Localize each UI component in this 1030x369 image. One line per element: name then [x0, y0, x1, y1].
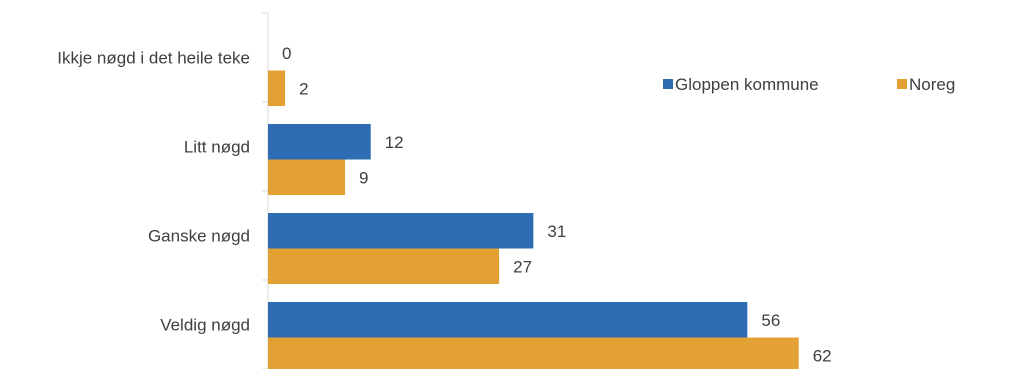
data-label: 0	[282, 44, 291, 63]
legend-label-noreg: Noreg	[909, 75, 955, 94]
bar-gloppen	[268, 124, 371, 160]
axis-layer	[262, 12, 269, 369]
data-label: 12	[385, 133, 404, 152]
bar-gloppen	[268, 302, 748, 338]
bar-noreg	[268, 337, 799, 369]
category-label: Litt nøgd	[184, 138, 250, 157]
bar-noreg	[268, 248, 500, 284]
data-label: 9	[359, 168, 368, 187]
bar-gloppen	[268, 213, 534, 249]
category-label: Ganske nøgd	[148, 227, 250, 246]
data-label: 31	[547, 222, 566, 241]
legend-swatch-gloppen	[663, 79, 673, 89]
legend-swatch-noreg	[897, 79, 907, 89]
data-label: 62	[813, 346, 832, 365]
data-label: 2	[299, 79, 308, 98]
bars-layer	[268, 70, 799, 369]
bar-noreg	[268, 159, 346, 195]
labels-layer: Ikkje nøgd i det heile teke Litt nøgd Gans…	[57, 44, 831, 366]
data-label: 56	[761, 311, 780, 330]
bar-noreg	[268, 70, 286, 106]
category-label: Ikkje nøgd i det heile teke	[57, 49, 250, 68]
legend-label-gloppen: Gloppen kommune	[675, 75, 819, 94]
legend: Gloppen kommune Noreg	[663, 75, 955, 94]
data-label: 27	[513, 257, 532, 276]
category-label: Veldig nøgd	[160, 316, 250, 335]
